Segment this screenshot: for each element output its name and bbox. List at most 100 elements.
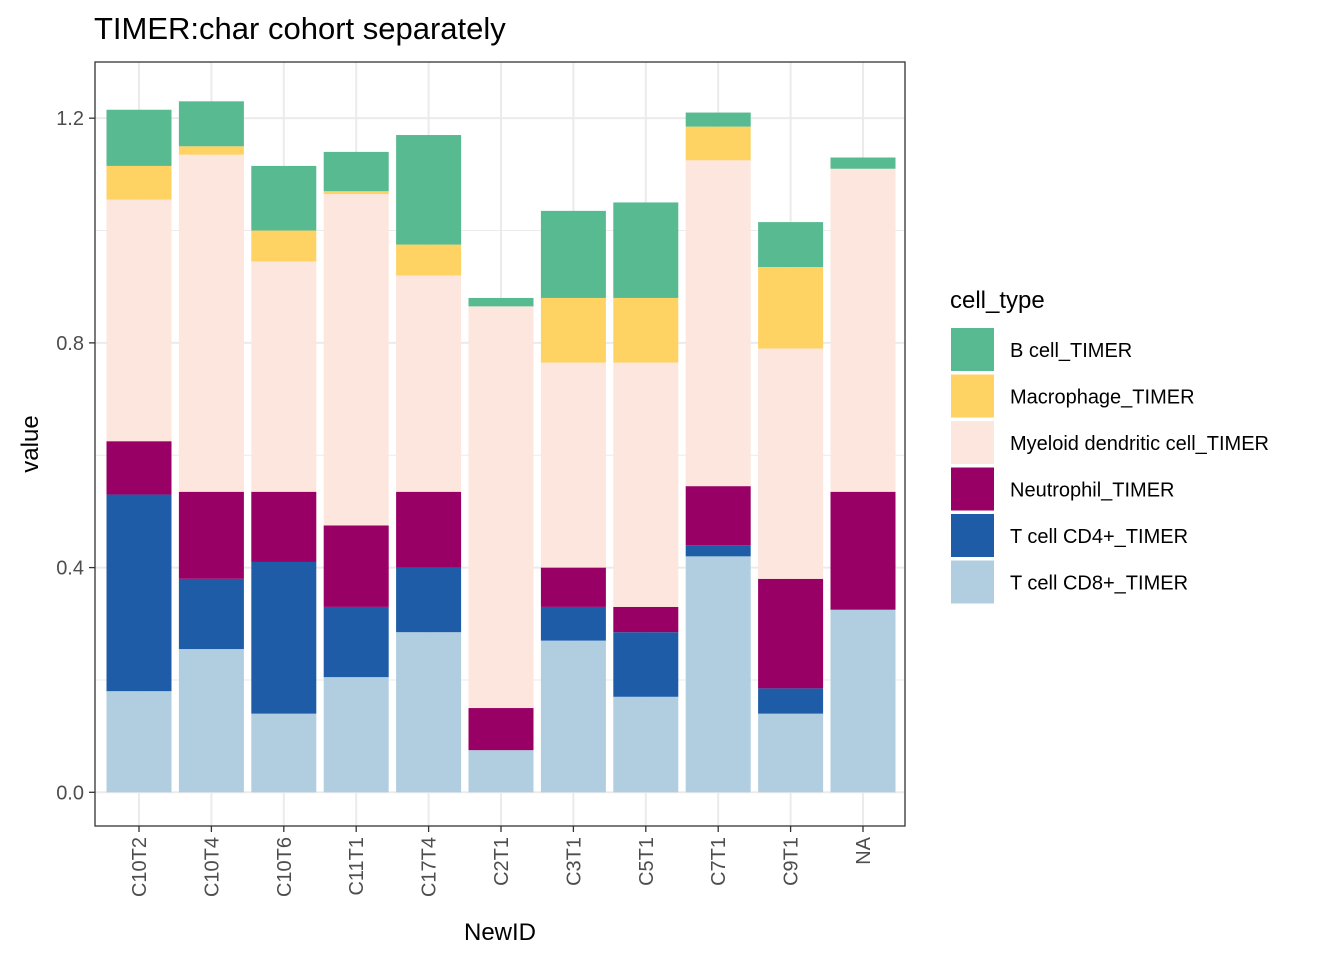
bar-segment	[251, 491, 317, 562]
x-axis-title: NewID	[464, 919, 536, 946]
chart-title: TIMER:char cohort separately	[94, 11, 506, 46]
y-tick-label: 1.2	[56, 108, 84, 130]
bar-segment	[106, 199, 172, 442]
bar-segment	[468, 297, 534, 307]
bar-segment	[396, 244, 462, 276]
y-tick-label: 0.4	[56, 558, 84, 580]
bar-segment	[396, 491, 462, 568]
bar-segment	[323, 191, 389, 195]
x-tick-label: C5T1	[636, 837, 658, 886]
bar-segment	[540, 210, 606, 298]
bar-segment	[758, 267, 824, 349]
bar-segment	[540, 297, 606, 363]
bar-segment	[830, 491, 896, 610]
x-tick-label: C17T4	[419, 837, 441, 897]
bar-segment	[613, 696, 679, 793]
bar-segment	[323, 525, 389, 607]
x-tick-label: C9T1	[781, 837, 803, 886]
bar-segment	[251, 713, 317, 793]
legend-swatch	[951, 421, 994, 464]
legend-swatch	[951, 514, 994, 557]
legend-swatch	[951, 467, 994, 511]
legend-label: T cell CD8+_TIMER	[1010, 573, 1188, 595]
bar-segment	[178, 154, 244, 492]
bar-segment	[106, 494, 172, 692]
bar-segment	[540, 640, 606, 793]
plot-panel	[94, 61, 906, 827]
x-tick-label: NA	[853, 836, 875, 864]
bar-segment	[323, 151, 389, 192]
legend-swatch	[951, 328, 994, 371]
bar-segment	[251, 561, 317, 714]
x-tick-label: C10T4	[201, 837, 223, 897]
bar-segment	[106, 165, 172, 200]
bar-segment	[468, 708, 534, 751]
bar-segment	[758, 688, 824, 714]
bar-segment	[685, 126, 751, 161]
bar-segment	[613, 606, 679, 633]
bar-segment	[685, 112, 751, 127]
y-tick-label: 0.8	[56, 333, 84, 355]
legend-label: T cell CD4+_TIMER	[1010, 526, 1188, 548]
legend-label: Myeloid dendritic cell_TIMER	[1010, 433, 1269, 455]
x-tick-label: C3T1	[563, 837, 585, 886]
bar-segment	[178, 649, 244, 793]
bar-segment	[540, 362, 606, 568]
panel-border	[94, 61, 906, 827]
bar-segment	[323, 677, 389, 793]
bars	[106, 101, 896, 793]
legend-swatch	[951, 560, 994, 604]
bar-segment	[685, 545, 751, 557]
bar-segment	[613, 362, 679, 607]
bar-segment	[178, 578, 244, 650]
y-tick-label: 0.0	[56, 782, 84, 804]
y-axis-title: value	[17, 415, 44, 472]
bar-segment	[540, 606, 606, 641]
bar-segment	[830, 168, 896, 492]
bar-segment	[685, 160, 751, 487]
y-axis: 0.0 0.4 0.8 1.2	[56, 108, 95, 804]
x-tick-label: C11T1	[346, 837, 368, 896]
bar-segment	[178, 146, 244, 155]
legend-label: B cell_TIMER	[1010, 340, 1132, 362]
x-tick-label: C10T6	[274, 837, 296, 897]
bar-segment	[323, 606, 389, 678]
x-tick-label: C2T1	[491, 837, 513, 886]
bar-segment	[685, 486, 751, 546]
bar-segment	[251, 230, 317, 262]
bar-segment	[178, 491, 244, 579]
bar-segment	[830, 157, 896, 169]
x-tick-label: C7T1	[708, 837, 730, 886]
bar-segment	[613, 297, 679, 363]
x-axis: C10T2 C10T4 C10T6 C11T1 C17T4 C2T1 C3T1 C5T1 C7T…	[129, 826, 875, 897]
bar-segment	[251, 165, 317, 231]
legend-title: cell_type	[950, 287, 1045, 314]
bar-segment	[106, 691, 172, 793]
legend-swatch	[951, 374, 994, 418]
bar-segment	[540, 567, 606, 607]
bar-segment	[758, 222, 824, 268]
bar-segment	[396, 567, 462, 633]
legend: cell_type B cell_TIMER Macrophage_TIMER My…	[950, 287, 1269, 604]
x-tick-label: C10T2	[129, 837, 151, 897]
bar-segment	[468, 306, 534, 709]
bar-segment	[468, 750, 534, 793]
legend-label: Neutrophil_TIMER	[1010, 480, 1175, 502]
bar-segment	[758, 348, 824, 579]
bar-segment	[178, 101, 244, 147]
legend-label: Macrophage_TIMER	[1010, 387, 1195, 409]
bar-segment	[106, 109, 172, 166]
bar-segment	[396, 135, 462, 245]
bar-segment	[685, 556, 751, 793]
bar-segment	[758, 578, 824, 689]
bar-segment	[613, 632, 679, 697]
bar-segment	[758, 713, 824, 793]
bar-segment	[830, 609, 896, 793]
bar-segment	[396, 275, 462, 492]
bar-segment	[396, 632, 462, 793]
bar-segment	[323, 194, 389, 526]
bar-segment	[106, 441, 172, 495]
bar-segment	[251, 261, 317, 492]
bar-segment	[613, 202, 679, 298]
